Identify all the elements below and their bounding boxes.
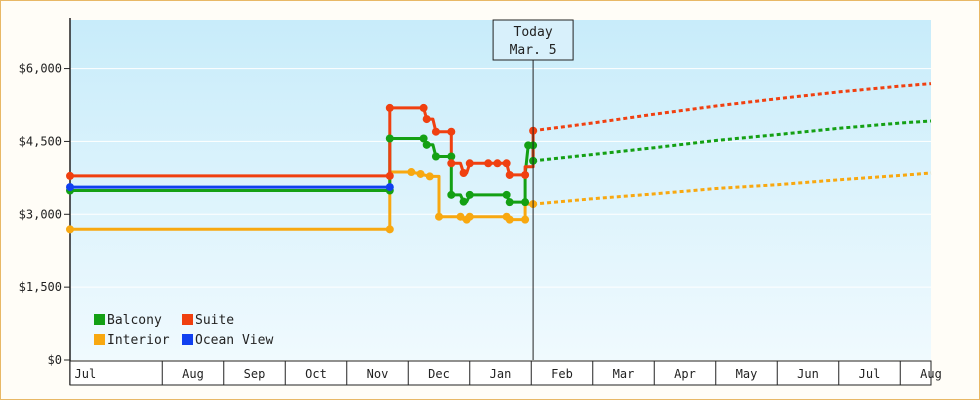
data-point-interior[interactable]: [521, 215, 530, 224]
data-point-balcony[interactable]: [502, 190, 511, 199]
data-point-suite[interactable]: [431, 127, 440, 136]
data-point-suite[interactable]: [521, 170, 530, 179]
legend-swatch-ocean_view: [182, 334, 193, 345]
x-tick-label: Aug: [920, 367, 942, 381]
x-tick-label: Aug: [182, 367, 204, 381]
x-tick-label: May: [736, 367, 758, 381]
forecast-line-suite: [532, 82, 932, 133]
legend-label-interior: Interior: [107, 333, 170, 348]
y-tick-label: $3,000: [19, 207, 62, 221]
legend-swatch-balcony: [94, 314, 105, 325]
x-tick-label: Feb: [551, 367, 573, 381]
data-point-suite[interactable]: [385, 171, 394, 180]
data-point-interior[interactable]: [435, 212, 443, 221]
data-point-balcony[interactable]: [505, 198, 514, 207]
data-point-suite[interactable]: [505, 170, 514, 179]
legend-label-ocean_view: Ocean View: [195, 333, 273, 348]
today-date: Mar. 5: [510, 43, 557, 58]
data-point-interior[interactable]: [407, 168, 416, 177]
data-point-suite[interactable]: [484, 159, 493, 168]
data-point-suite[interactable]: [447, 159, 456, 168]
data-point-interior[interactable]: [385, 225, 394, 234]
x-tick-label: Jul: [75, 367, 97, 381]
data-point-suite[interactable]: [465, 159, 474, 168]
today-label: Today: [514, 25, 553, 40]
data-point-suite[interactable]: [502, 159, 511, 168]
x-tick-label: Apr: [674, 367, 696, 381]
data-point-interior[interactable]: [505, 215, 514, 224]
data-point-suite[interactable]: [385, 103, 394, 112]
data-point-balcony[interactable]: [465, 190, 474, 199]
data-point-balcony[interactable]: [459, 197, 468, 206]
month-band: [69, 360, 932, 386]
data-point-balcony[interactable]: [447, 152, 456, 161]
data-point-ocean_view[interactable]: [66, 183, 74, 192]
y-tick-label: $6,000: [19, 62, 62, 76]
data-point-suite[interactable]: [459, 169, 468, 177]
data-point-interior[interactable]: [66, 225, 74, 234]
data-point-balcony[interactable]: [447, 190, 456, 199]
x-tick-label: Jan: [490, 367, 512, 381]
legend: Balcony Suite Interior Ocean View: [94, 313, 273, 348]
data-point-interior[interactable]: [456, 212, 465, 221]
forecast-line-balcony: [532, 119, 932, 163]
y-tick-label: $0: [48, 353, 62, 367]
x-tick-label: Dec: [428, 367, 450, 381]
data-point-interior[interactable]: [425, 172, 434, 181]
legend-label-suite: Suite: [195, 313, 234, 328]
data-point-balcony[interactable]: [422, 140, 431, 149]
forecast-line-interior: [532, 171, 932, 206]
data-point-interior[interactable]: [465, 212, 474, 221]
data-point-balcony[interactable]: [431, 152, 440, 161]
data-point-interior[interactable]: [416, 169, 425, 178]
x-tick-label: Mar: [613, 367, 635, 381]
x-tick-label: Nov: [367, 367, 389, 381]
data-point-suite[interactable]: [422, 115, 431, 124]
y-tick-label: $4,500: [19, 134, 62, 148]
data-point-balcony[interactable]: [419, 134, 428, 143]
data-point-balcony[interactable]: [521, 198, 530, 207]
data-point-suite[interactable]: [419, 103, 428, 112]
x-tick-label: Oct: [305, 367, 327, 381]
x-tick-label: Jul: [859, 367, 881, 381]
today-box: [492, 19, 574, 61]
legend-swatch-interior: [94, 334, 105, 345]
x-tick-label: Jun: [797, 367, 819, 381]
legend-label-balcony: Balcony: [107, 313, 162, 328]
data-point-suite[interactable]: [447, 127, 456, 136]
data-point-ocean_view[interactable]: [385, 183, 394, 192]
y-tick-label: $1,500: [19, 280, 62, 294]
data-point-balcony[interactable]: [385, 134, 394, 143]
data-point-suite[interactable]: [66, 171, 74, 180]
x-tick-label: Sep: [244, 367, 266, 381]
legend-swatch-suite: [182, 314, 193, 325]
data-point-suite[interactable]: [493, 159, 502, 168]
